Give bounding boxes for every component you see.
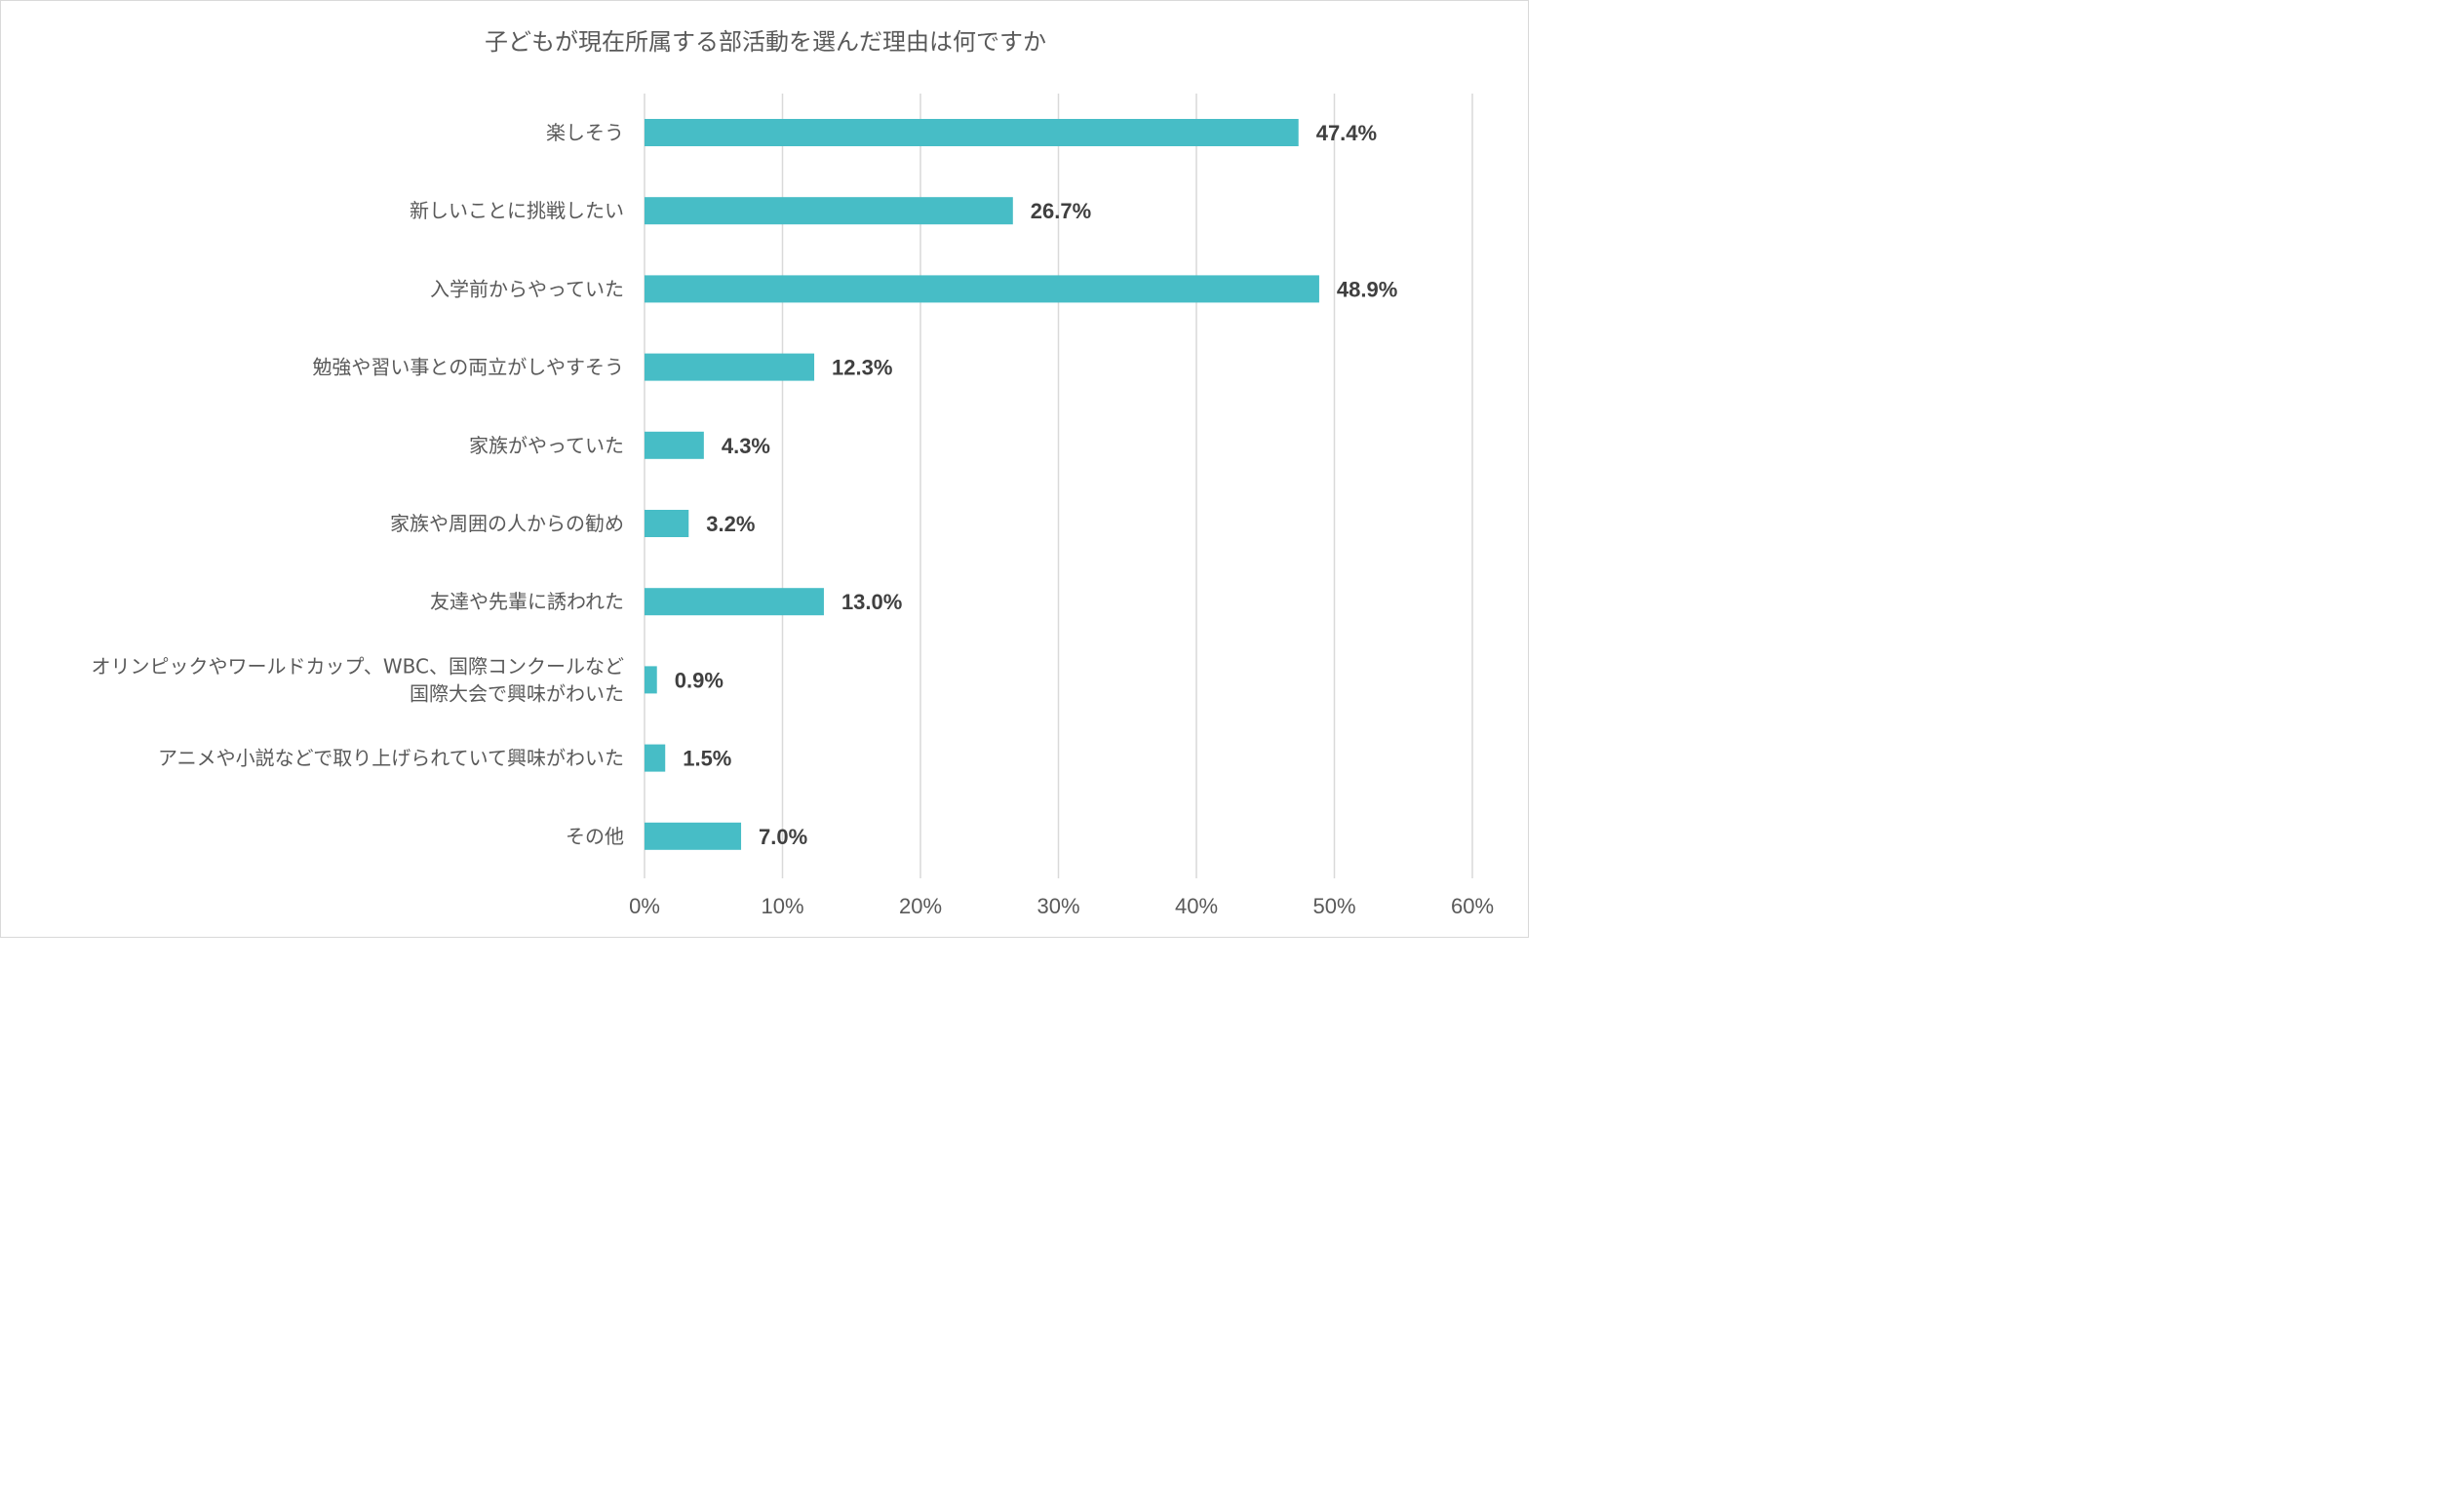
bar — [645, 666, 657, 694]
x-tick-label: 0% — [629, 894, 660, 918]
bar — [645, 744, 666, 772]
x-tick-label: 40% — [1175, 894, 1218, 918]
data-label: 0.9% — [675, 668, 724, 692]
chart-frame: 子どもが現在所属する部活動を選んだ理由は何ですか 0% 10% 20% 30% 40% 5… — [0, 0, 1529, 938]
bar — [645, 588, 824, 616]
bar — [645, 197, 1013, 225]
chart-title: 子どもが現在所属する部活動を選んだ理由は何ですか — [485, 28, 1046, 56]
x-tick-label: 60% — [1451, 894, 1494, 918]
data-label: 1.5% — [683, 747, 731, 771]
category-label: 家族や周囲の人からの勧め — [390, 512, 624, 535]
data-label: 26.7% — [1031, 199, 1091, 223]
category-label: アニメや小説などで取り上げられていて興味がわいた — [158, 747, 624, 770]
bars — [645, 119, 1319, 850]
bar — [645, 431, 704, 459]
data-label: 48.9% — [1337, 277, 1397, 301]
data-label: 47.4% — [1316, 121, 1377, 145]
category-label: 楽しそう — [546, 121, 624, 144]
x-tick-label: 30% — [1036, 894, 1079, 918]
x-tick-label: 50% — [1312, 894, 1355, 918]
category-label: 友達や先輩に誘われた — [430, 590, 624, 613]
labels: 0% 10% 20% 30% 40% 50% 60% 47.4% 楽しそう 26.7% 新しいことに… — [91, 121, 1494, 918]
category-label: その他 — [566, 825, 624, 848]
data-label: 4.3% — [722, 434, 770, 458]
bar — [645, 119, 1299, 146]
data-label: 12.3% — [832, 356, 892, 380]
category-label: 家族がやっていた — [469, 434, 624, 457]
x-tick-label: 10% — [761, 894, 803, 918]
bar — [645, 275, 1319, 303]
data-label: 7.0% — [759, 825, 807, 849]
category-label: 入学前からやっていた — [430, 277, 624, 300]
data-label: 3.2% — [706, 512, 755, 536]
bar — [645, 353, 815, 381]
bar — [645, 822, 742, 850]
x-tick-label: 20% — [899, 894, 942, 918]
category-label: オリンピックやワールドカップ、WBC、国際コンクールなど国際大会で興味がわいた — [91, 654, 624, 705]
category-label: 勉強や習い事との両立がしやすそう — [312, 356, 624, 379]
data-label: 13.0% — [841, 590, 902, 614]
bar — [645, 510, 689, 537]
plot-area: 0% 10% 20% 30% 40% 50% 60% 47.4% 楽しそう 26.7% 新しいことに… — [91, 94, 1494, 918]
category-label: 新しいことに挑戦したい — [410, 199, 624, 222]
